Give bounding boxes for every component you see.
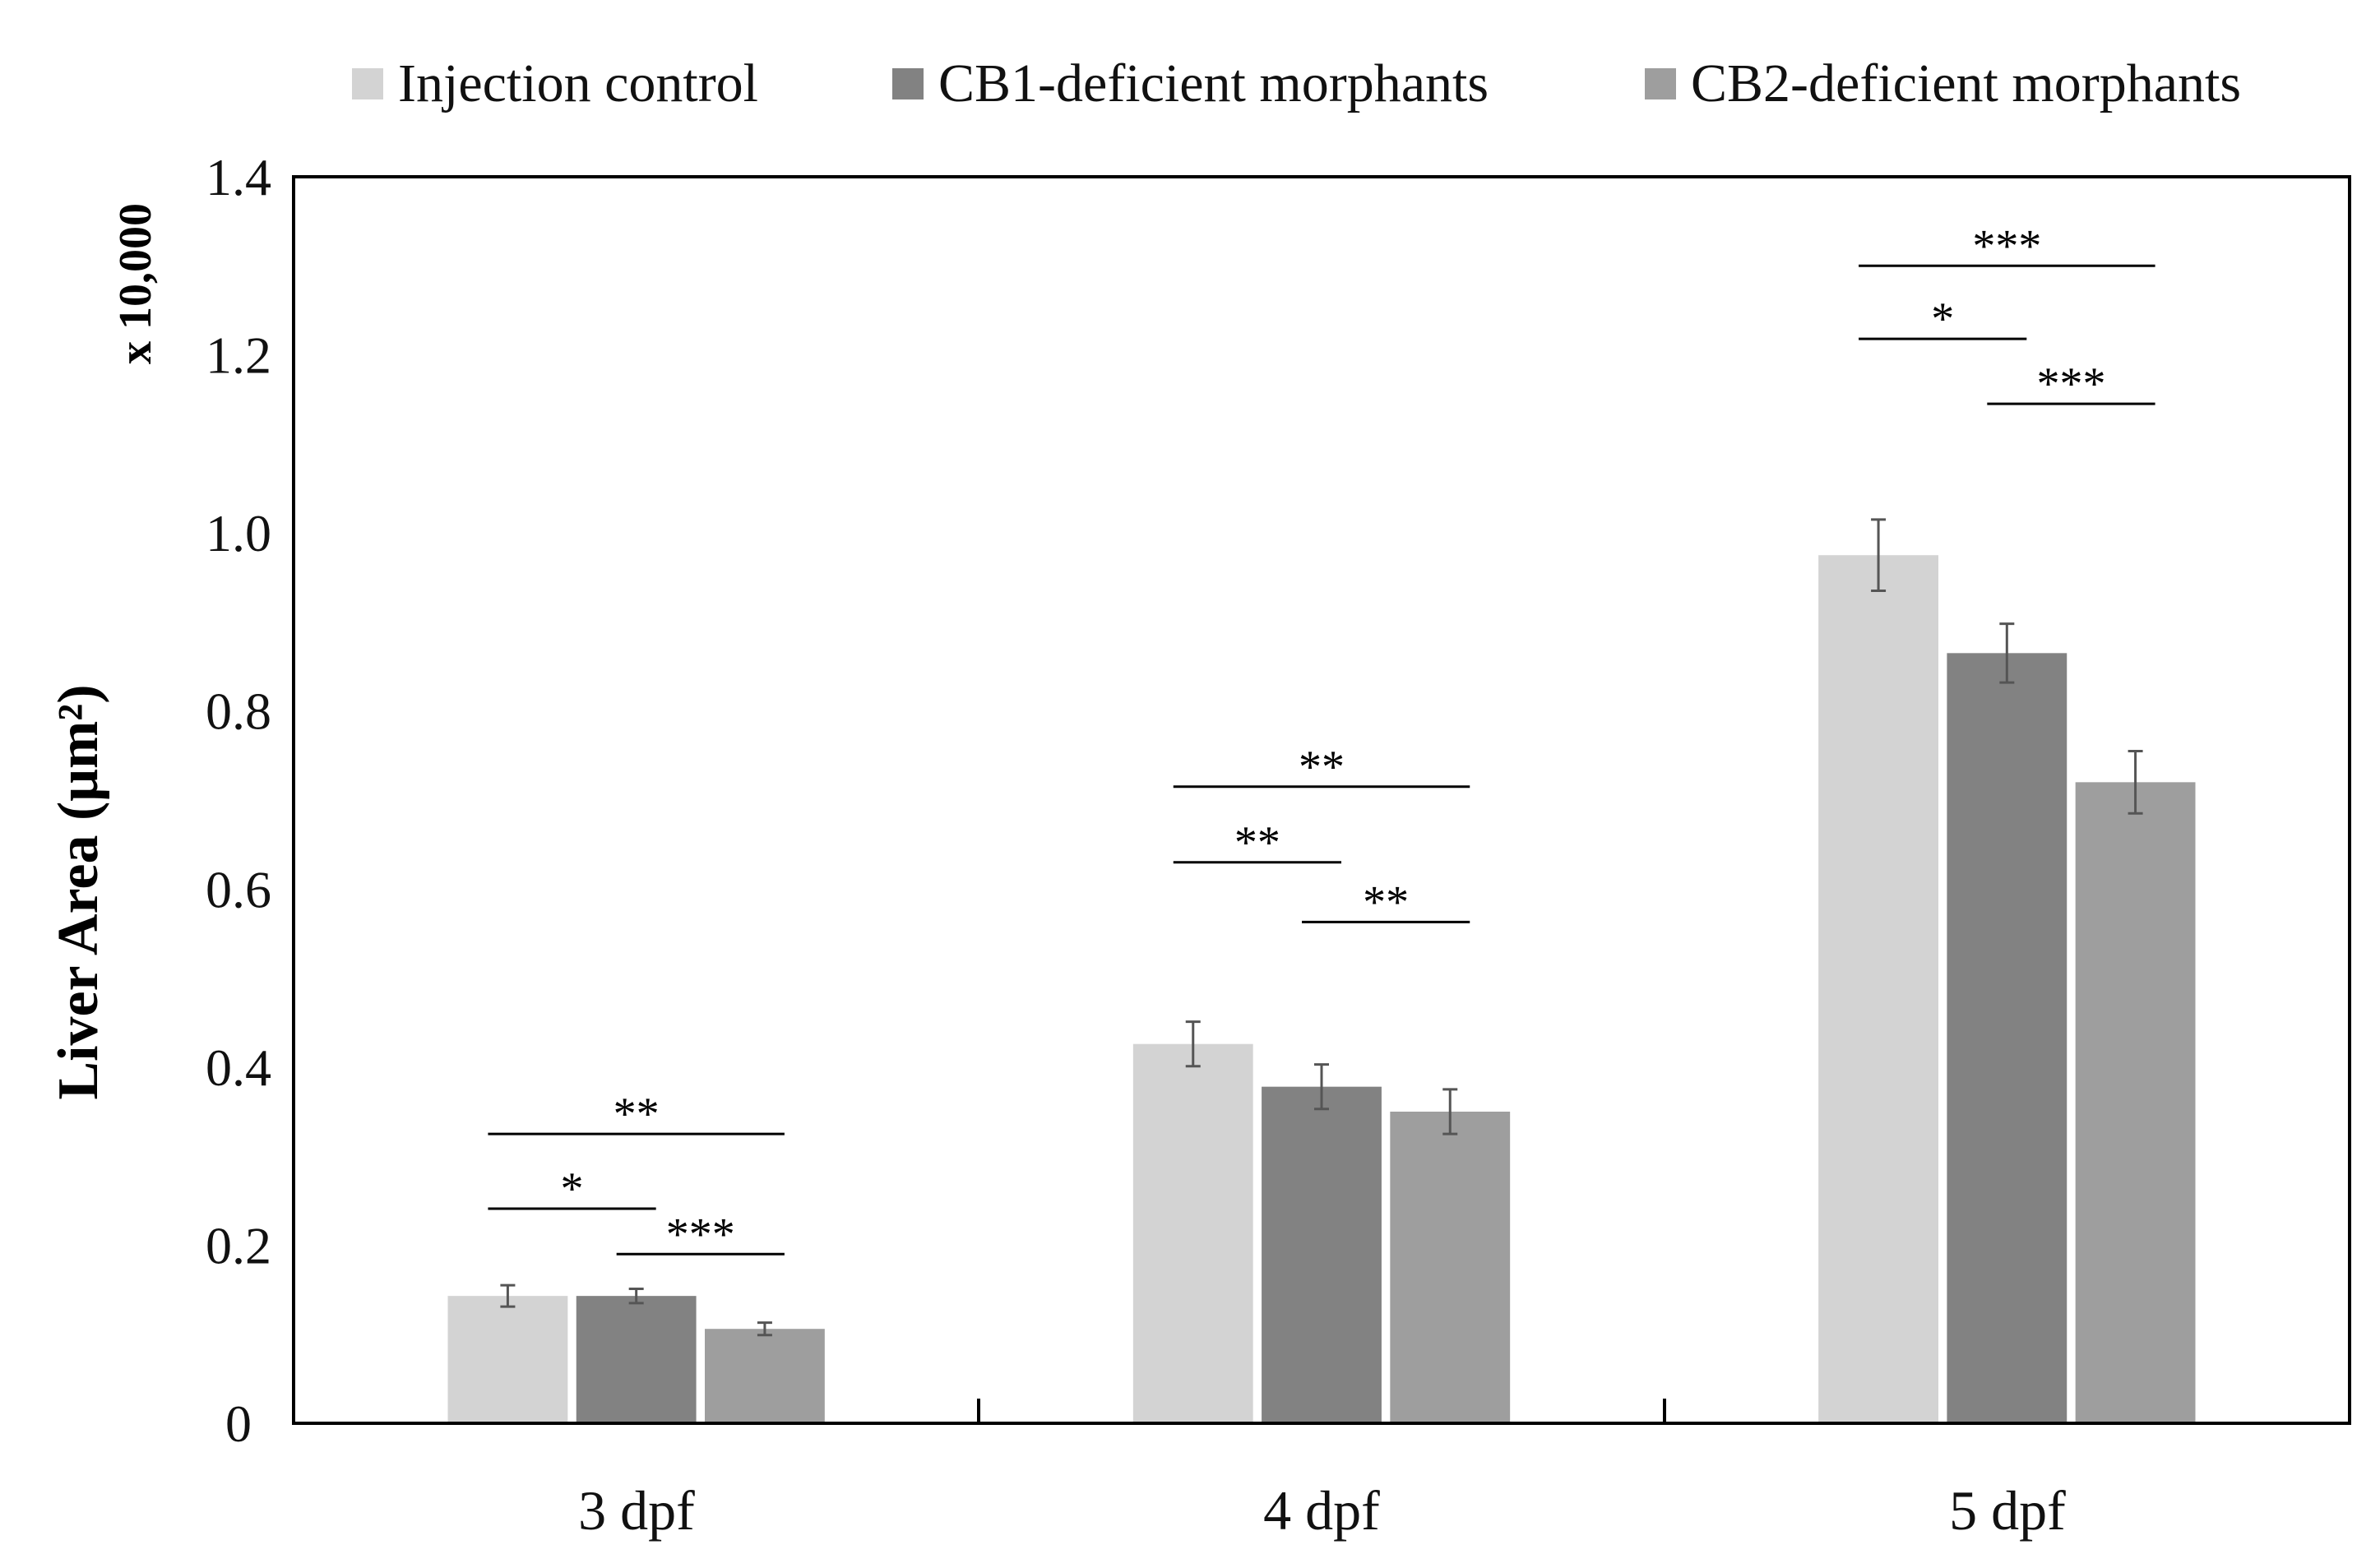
y-tick-label: 1.4 bbox=[206, 148, 271, 206]
error-bar bbox=[1871, 518, 1887, 593]
y-tick-label: 0.8 bbox=[206, 682, 271, 741]
legend-item-cb1-deficient: CB1-deficient morphants bbox=[892, 51, 1489, 117]
significance-marker: ** bbox=[488, 1089, 785, 1140]
bar bbox=[1132, 1043, 1253, 1423]
y-tick-label: 0.6 bbox=[206, 860, 271, 918]
error-bar bbox=[1185, 1020, 1201, 1068]
x-tick-label-5dpf: 5 dpf bbox=[1949, 1479, 2066, 1542]
significance-marker: * bbox=[488, 1163, 656, 1214]
significance-label: ** bbox=[1299, 742, 1345, 793]
x-axis-labels: 3 dpf 4 dpf 5 dpf bbox=[578, 1479, 2066, 1542]
significance-marker: *** bbox=[1859, 220, 2155, 271]
bar bbox=[705, 1329, 825, 1423]
legend: Injection control CB1-deficient morphant… bbox=[0, 51, 2380, 117]
y-tick-label: 1.2 bbox=[206, 326, 271, 385]
significance-label: *** bbox=[1972, 220, 2041, 271]
significance-marker: ** bbox=[1302, 876, 1470, 927]
error-bar bbox=[1314, 1063, 1329, 1111]
plot-frame bbox=[292, 175, 2351, 1425]
bar bbox=[1262, 1086, 1382, 1423]
significance-label: *** bbox=[2036, 358, 2105, 409]
y-tick-label: 1.0 bbox=[206, 504, 271, 562]
y-tick-label: 0.2 bbox=[206, 1216, 271, 1274]
y-axis-multiplier: x 10,000 bbox=[110, 203, 161, 364]
legend-label-cb1-deficient: CB1-deficient morphants bbox=[938, 53, 1489, 113]
bar bbox=[2075, 782, 2196, 1423]
error-bar bbox=[1442, 1088, 1458, 1135]
significance-marker: ** bbox=[1173, 817, 1341, 868]
significance-label: ** bbox=[1363, 876, 1409, 927]
legend-swatch-cb2-deficient bbox=[1645, 68, 1676, 99]
legend-label-cb2-deficient: CB2-deficient morphants bbox=[1691, 53, 2242, 113]
significance-marker: *** bbox=[616, 1209, 785, 1260]
error-bar bbox=[628, 1287, 644, 1305]
legend-item-injection-control: Injection control bbox=[352, 51, 758, 117]
significance-label: * bbox=[561, 1163, 584, 1214]
legend-label-injection-control: Injection control bbox=[398, 53, 759, 113]
bar bbox=[1947, 653, 2067, 1423]
bars-layer bbox=[447, 555, 2196, 1423]
legend-item-cb2-deficient: CB2-deficient morphants bbox=[1645, 51, 2241, 117]
legend-swatch-injection-control bbox=[352, 68, 383, 99]
significance-label: *** bbox=[666, 1209, 735, 1260]
error-bar bbox=[500, 1283, 516, 1308]
y-tick-label: 0.4 bbox=[206, 1038, 271, 1097]
significance-marker: ** bbox=[1173, 742, 1470, 793]
bar bbox=[447, 1296, 568, 1423]
y-axis-ticks: 0 0.2 0.4 0.6 0.8 1.0 1.2 1.4 bbox=[206, 148, 271, 1453]
significance-marker: * bbox=[1859, 294, 2027, 345]
significance-layer: ******************* bbox=[488, 220, 2155, 1260]
legend-swatch-cb1-deficient bbox=[892, 68, 924, 99]
bar bbox=[1818, 555, 1938, 1423]
x-tick-label-3dpf: 3 dpf bbox=[578, 1479, 695, 1542]
significance-marker: *** bbox=[1987, 358, 2155, 409]
significance-label: ** bbox=[614, 1089, 660, 1140]
error-bar bbox=[757, 1321, 772, 1337]
error-bar bbox=[1999, 622, 2015, 684]
error-bars-layer bbox=[500, 518, 2143, 1337]
y-tick-label: 0 bbox=[225, 1394, 252, 1453]
error-bar bbox=[2128, 749, 2143, 815]
significance-label: ** bbox=[1234, 817, 1280, 868]
bar bbox=[576, 1296, 697, 1423]
bar bbox=[1390, 1112, 1511, 1423]
x-tick-label-4dpf: 4 dpf bbox=[1263, 1479, 1380, 1542]
y-axis-label: Liver Area (μm²) bbox=[47, 684, 110, 1099]
significance-label: * bbox=[1931, 294, 1954, 345]
